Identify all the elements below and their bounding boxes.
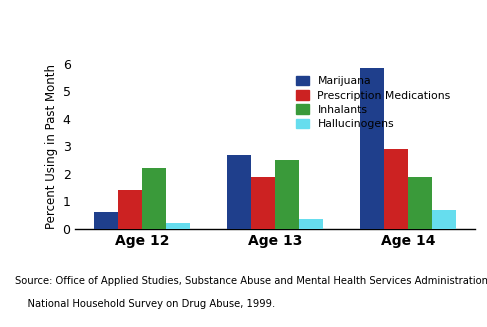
Legend: Marijuana, Prescription Medications, Inhalants, Hallucinogens: Marijuana, Prescription Medications, Inh… — [293, 73, 454, 132]
Text: Source: Office of Applied Studies, Substance Abuse and Mental Health Services Ad: Source: Office of Applied Studies, Subst… — [15, 276, 487, 286]
Bar — [275, 160, 299, 229]
Bar — [227, 155, 251, 229]
Text: Illicit Drug Use Among Youths Age 12 to 14: Illicit Drug Use Among Youths Age 12 to … — [33, 18, 454, 37]
Bar — [299, 219, 323, 229]
Bar — [142, 168, 166, 229]
Bar — [384, 149, 408, 229]
Bar — [432, 210, 456, 229]
Bar — [408, 177, 432, 229]
Bar — [166, 223, 190, 229]
Bar — [94, 213, 118, 229]
Y-axis label: Percent Using in Past Month: Percent Using in Past Month — [45, 64, 58, 229]
Bar — [251, 177, 275, 229]
Text: National Household Survey on Drug Abuse, 1999.: National Household Survey on Drug Abuse,… — [15, 299, 275, 309]
Bar — [360, 68, 384, 229]
Bar — [118, 190, 142, 229]
